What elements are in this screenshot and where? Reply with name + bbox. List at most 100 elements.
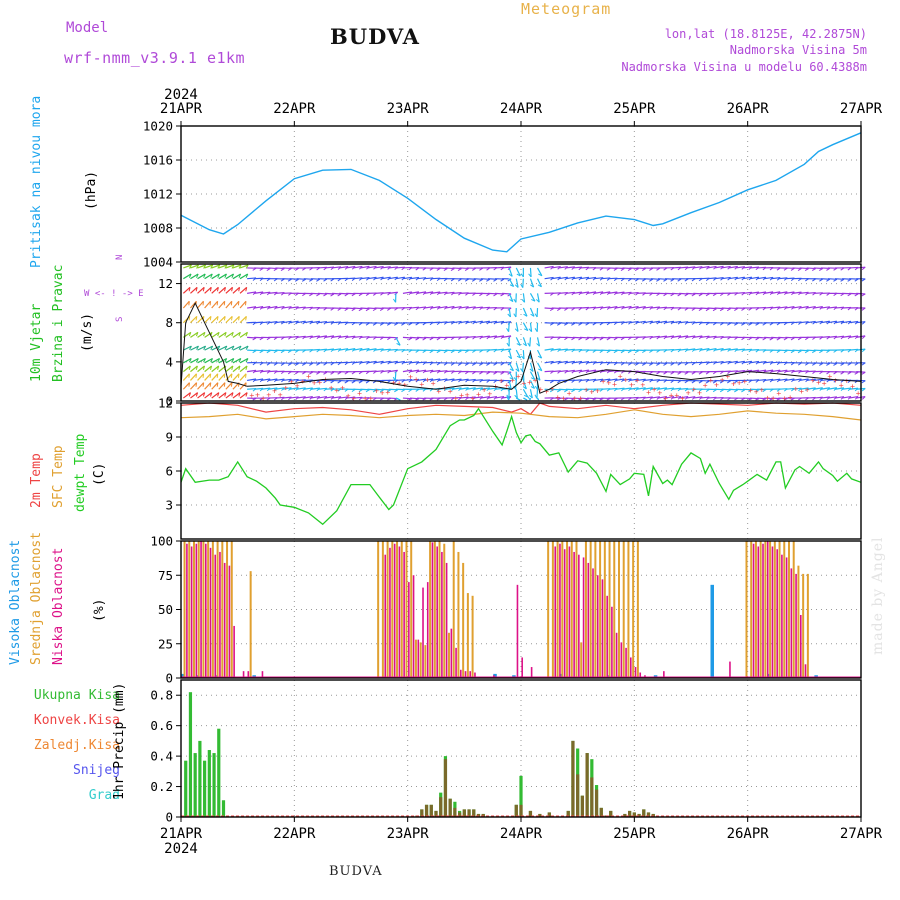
cloud-mid-bar — [391, 541, 394, 678]
wind-arrow-head — [578, 322, 583, 326]
precip-conv-bar — [585, 753, 589, 817]
wind-arrow — [204, 315, 212, 324]
wind-speed-marker: + — [856, 389, 861, 398]
wind-arrow-head — [209, 316, 212, 321]
wind-speed-marker: + — [776, 389, 781, 398]
wind-arrow — [225, 345, 235, 351]
wind-arrow-head — [195, 287, 198, 292]
wind-arrow-head — [527, 396, 531, 401]
wind-arrow-head — [656, 278, 661, 282]
wind-arrow-head — [748, 398, 753, 401]
wind-arrow-head — [231, 358, 235, 363]
wind-arrow-head — [189, 358, 192, 363]
precip-conv-bar — [580, 795, 584, 817]
cloud-low-bar — [582, 557, 585, 678]
cloud-mid-bar — [806, 573, 809, 678]
wind-arrow — [693, 266, 703, 269]
cloud-mid-bar — [750, 541, 753, 678]
wind-arrow-head — [509, 299, 514, 302]
wind-arrow-head — [323, 371, 328, 375]
wind-arrow — [594, 277, 604, 280]
wind-arrow — [622, 305, 632, 309]
wind-arrow — [764, 276, 774, 280]
wind-arrow-head — [769, 398, 774, 401]
wind-arrow-head — [861, 380, 866, 384]
wind-arrow-head — [698, 371, 703, 375]
wind-arrow-head — [811, 268, 816, 271]
wind-arrow — [225, 365, 234, 373]
wind-arrow-head — [230, 373, 233, 378]
wind-arrow — [218, 286, 226, 294]
wind-arrow — [664, 387, 675, 390]
wind-arrow — [522, 293, 526, 303]
wind-arrow — [813, 320, 823, 324]
cloud-low-bar — [431, 542, 434, 678]
wind-arrow-head — [358, 380, 363, 384]
cloud-mid-bar — [429, 541, 432, 678]
wind-arrow — [842, 335, 852, 338]
wind-arrow — [289, 320, 299, 324]
wind-arrow — [183, 358, 192, 364]
cloud-mid-bar — [551, 541, 554, 678]
wind-arrow-head — [195, 382, 198, 387]
wind-arrow — [508, 380, 512, 390]
wind-arrow — [239, 392, 248, 399]
wind-arrow-head — [245, 316, 247, 321]
wind-arrow — [374, 348, 384, 351]
wind-arrow-head — [534, 313, 538, 318]
wind-arrow-head — [571, 322, 576, 326]
cloud-mid-bar — [211, 541, 214, 678]
wind-arrow-head — [259, 267, 264, 271]
wind-arrow-head — [516, 355, 521, 359]
wind-arrow — [827, 387, 837, 390]
wind-arrow-head — [294, 278, 299, 282]
wind-arrow — [218, 392, 227, 399]
wind-arrow — [254, 387, 264, 390]
wind-speed-marker: + — [453, 394, 458, 403]
wind-arrow — [466, 396, 476, 399]
wind-arrow-head — [386, 322, 391, 326]
panel-frame — [180, 402, 862, 540]
wind-speed-marker: + — [414, 375, 419, 384]
wind-speed-marker: + — [680, 394, 685, 403]
wind-arrow — [728, 265, 738, 269]
wind-speed-marker: + — [329, 384, 334, 393]
wind-arrow — [579, 379, 590, 382]
wind-arrow-head — [223, 316, 226, 321]
cloud-mid-bar — [769, 541, 772, 678]
wind-arrow — [515, 278, 519, 288]
wind-arrow-head — [854, 371, 859, 375]
wind-arrow — [622, 378, 632, 382]
cloud-mid-bar — [216, 541, 219, 678]
wind-arrow — [225, 315, 233, 324]
wind-arrow — [480, 396, 490, 399]
wind-arrow-head — [819, 362, 824, 366]
wind-arrow — [820, 396, 830, 399]
wind-arrow — [735, 369, 745, 373]
wind-arrow-head — [578, 398, 583, 401]
wind-arrow — [757, 291, 767, 294]
wind-arrow-head — [514, 328, 519, 332]
wind-arrow — [204, 331, 213, 338]
wind-arrow — [424, 291, 434, 294]
wind-speed-marker: + — [646, 388, 651, 397]
wind-arrow — [813, 378, 823, 382]
wind-arrow — [558, 348, 568, 351]
wind-arrow-head — [538, 368, 543, 372]
wind-arrow-head — [330, 371, 335, 375]
wind-arrow — [842, 387, 852, 390]
legend-frozen-rain: Zaledj.Kisa — [33, 738, 120, 753]
wind-speed-marker: + — [618, 372, 623, 381]
wind-arrow — [650, 320, 660, 324]
wind-arrow — [714, 360, 724, 364]
wind-arrow — [388, 360, 398, 364]
wind-arrow-head — [203, 264, 207, 269]
wind-arrow-head — [224, 287, 226, 292]
cloud-low-bar — [426, 582, 429, 678]
wind-arrow — [247, 306, 257, 309]
cloud-low-bar — [573, 551, 575, 678]
wind-arrow — [842, 395, 852, 399]
x-tick-label-top: 23APR — [387, 101, 430, 117]
wind-arrow — [417, 306, 427, 309]
cloud-low-bar — [606, 595, 608, 678]
